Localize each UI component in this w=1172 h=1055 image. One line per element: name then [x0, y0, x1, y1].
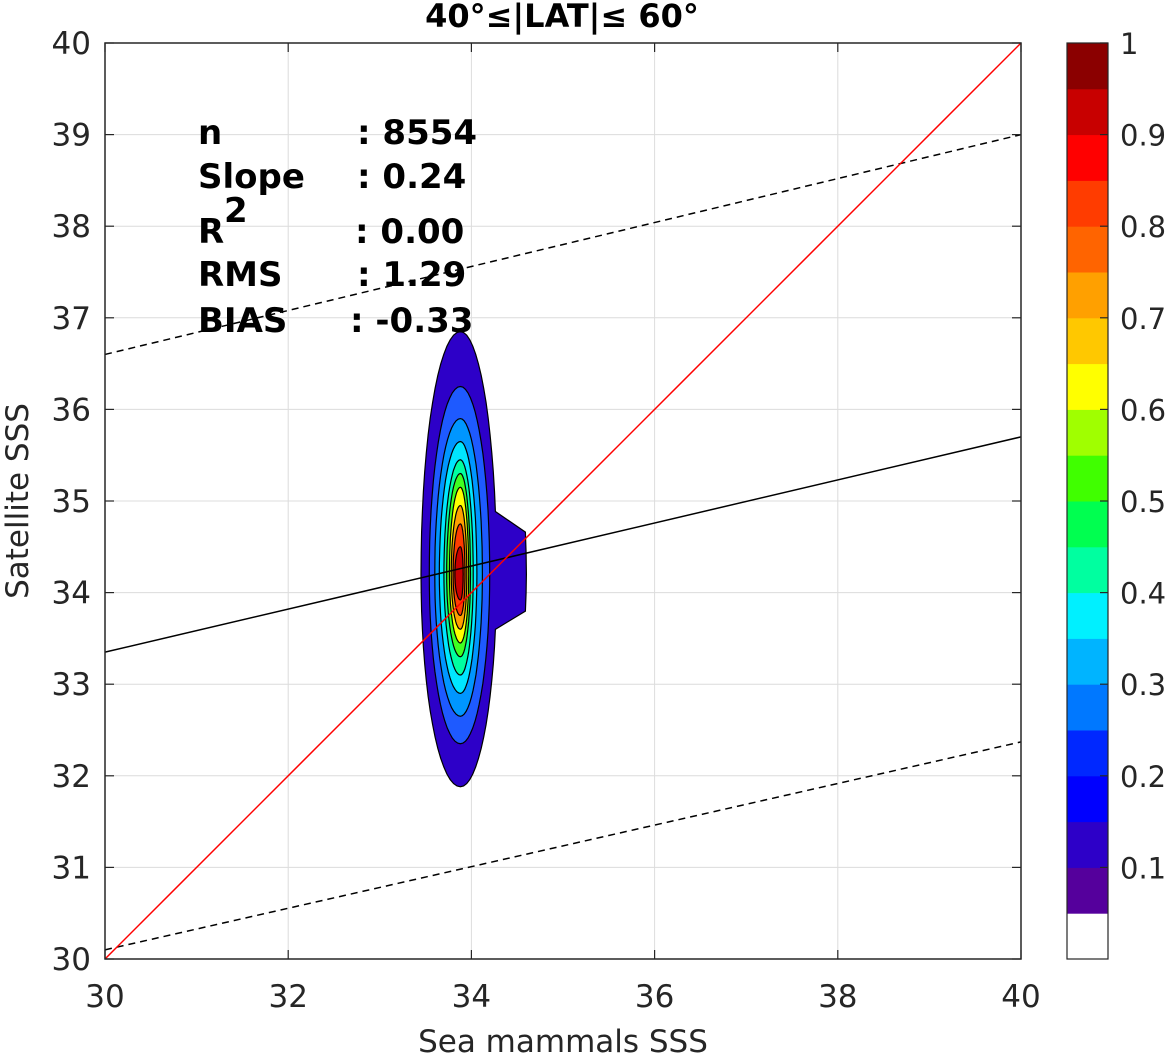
stat-bias-label: BIAS [198, 301, 287, 341]
colorbar-ticks: 0.1 0.2 0.3 0.4 0.5 0.6 0.7 0.8 0.9 1 [1100, 27, 1166, 885]
colorbar-tick-label: 0.6 [1120, 393, 1166, 427]
colorbar-tick-label: 0.4 [1120, 577, 1166, 611]
stat-slope-label: Slope [198, 157, 305, 197]
stat-rms-value: : 1.29 [357, 255, 466, 295]
colorbar-cell [1067, 363, 1108, 410]
x-tick-label: 34 [452, 979, 491, 1015]
y-tick-labels: 30 31 32 33 34 35 36 37 38 39 40 [52, 26, 91, 978]
y-tick-label: 31 [52, 850, 91, 886]
y-axis-label: Satellite SSS [0, 403, 36, 599]
stat-r2-superscript: 2 [224, 191, 248, 231]
y-tick-label: 35 [52, 484, 91, 520]
colorbar-cell [1067, 134, 1108, 181]
colorbar-cell [1067, 180, 1108, 227]
plot-area [104, 42, 1022, 960]
colorbar-cell [1067, 592, 1108, 639]
colorbar-cell [1067, 272, 1108, 319]
lower-bound-dashed-line [104, 741, 1022, 951]
stat-r2-label: R [198, 212, 224, 252]
plot-frame [104, 42, 1022, 960]
colorbar-cell [1067, 684, 1108, 731]
x-tick-labels: 30 32 34 36 38 40 [85, 979, 1040, 1015]
x-tick-label: 36 [635, 979, 674, 1015]
x-tick-label: 32 [268, 979, 307, 1015]
colorbar-cells [1067, 43, 1108, 960]
colorbar-cell [1067, 317, 1108, 365]
colorbar-cell [1067, 409, 1108, 456]
chart-title: 40°≤|LAT|≤ 60° [425, 0, 699, 36]
regression-lines [104, 42, 1022, 960]
stat-rms-label: RMS [198, 255, 283, 295]
colorbar-cell [1067, 913, 1108, 960]
colorbar-cell [1067, 775, 1108, 823]
contour-level-0.95 [454, 546, 464, 601]
colorbar-tick-label: 0.5 [1120, 485, 1166, 519]
y-tick-label: 34 [52, 576, 91, 612]
x-tick-label: 30 [85, 979, 124, 1015]
stat-bias-value: : -0.33 [350, 301, 473, 341]
y-tick-label: 38 [52, 209, 91, 245]
y-tick-label: 39 [52, 118, 91, 154]
colorbar-cell [1067, 730, 1108, 777]
colorbar-cell [1067, 501, 1108, 548]
identity-line [104, 42, 1022, 960]
stat-slope-value: : 0.24 [357, 157, 466, 197]
stat-r2-base: R [198, 212, 224, 252]
y-tick-label: 30 [52, 942, 91, 978]
y-tick-label: 33 [52, 667, 91, 703]
x-axis-label: Sea mammals SSS [418, 1024, 708, 1055]
colorbar-tick-label: 0.8 [1120, 210, 1166, 244]
stat-n-label: n [198, 113, 222, 153]
colorbar-cell [1067, 867, 1108, 914]
colorbar-tick-label: 1 [1120, 27, 1138, 61]
colorbar-tick-label: 0.9 [1120, 119, 1166, 153]
colorbar-cell [1067, 88, 1108, 136]
x-tick-label: 40 [1001, 979, 1040, 1015]
colorbar-cell [1067, 226, 1108, 273]
stat-r2-value: : 0.00 [355, 212, 464, 252]
colorbar-tick-label: 0.3 [1120, 668, 1166, 702]
y-tick-label: 32 [52, 759, 91, 795]
upper-bound-dashed-line [104, 133, 1022, 356]
colorbar: 0.1 0.2 0.3 0.4 0.5 0.6 0.7 0.8 0.9 1 [1066, 27, 1166, 960]
y-tick-label: 36 [52, 392, 91, 428]
colorbar-cell [1067, 546, 1108, 594]
y-tick-label: 40 [52, 26, 91, 62]
colorbar-cell [1067, 455, 1108, 502]
statistics-box: n : 8554 Slope : 0.24 R 2 : 0.00 RMS : 1… [198, 113, 477, 341]
colorbar-tick-label: 0.2 [1120, 760, 1166, 794]
y-tick-label: 37 [52, 301, 91, 337]
stat-n-value: : 8554 [357, 113, 477, 153]
density-contours [420, 330, 528, 788]
colorbar-tick-label: 0.7 [1120, 302, 1166, 336]
colorbar-cell [1067, 43, 1108, 90]
colorbar-tick-label: 0.1 [1120, 851, 1166, 885]
regression-line [104, 436, 1022, 653]
axis-ticks [104, 42, 1022, 960]
colorbar-cell [1067, 638, 1108, 685]
x-tick-label: 38 [818, 979, 857, 1015]
colorbar-cell [1067, 821, 1108, 868]
